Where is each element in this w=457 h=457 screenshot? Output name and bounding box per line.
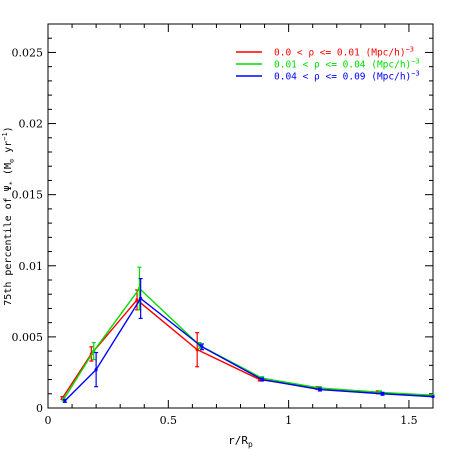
y-axis-label-unit-mid: yr: [3, 141, 14, 159]
data-point: [260, 377, 264, 382]
legend-label: 0.04 < ρ <= 0.09 (Mpc/h)−3: [274, 70, 420, 83]
y-axis-label-sub: *: [8, 181, 16, 185]
legend-label: 0.01 < ρ <= 0.04 (Mpc/h)−3: [274, 58, 420, 71]
data-point: [139, 296, 143, 301]
y-tick-label: 0.025: [12, 46, 44, 59]
series-line: [63, 287, 434, 400]
y-tick-label: 0.005: [12, 331, 44, 344]
data-point: [318, 387, 322, 392]
data-point: [380, 392, 385, 396]
y-axis-label-unit: (M: [3, 163, 14, 181]
x-tick-label: 1: [285, 414, 292, 427]
series-1: [60, 289, 435, 401]
x-tick-label: 1.5: [400, 414, 418, 427]
legend-label: 0.0 < ρ <= 0.01 (Mpc/h)−3: [274, 46, 414, 59]
x-tick-label: 0.5: [160, 414, 178, 427]
data-point: [135, 298, 139, 302]
legend-entry-2: 0.01 < ρ <= 0.04 (Mpc/h)−3: [236, 58, 420, 71]
legend-label-text: 0.04 < ρ <= 0.09 (Mpc/h): [274, 72, 411, 83]
y-axis-label-text: 75th percentile of Ψ: [3, 185, 14, 305]
x-axis-label: r/Rp: [228, 434, 253, 449]
data-point: [92, 349, 96, 353]
y-axis-label-unit-close: ): [3, 126, 14, 132]
data-point: [200, 345, 204, 349]
legend-label-sup: −3: [411, 70, 419, 78]
y-tick-label: 0.015: [12, 189, 44, 202]
series-3: [62, 277, 435, 403]
legend-label-sup: −3: [406, 46, 414, 54]
y-axis-label-unit-sup: −1: [1, 132, 9, 140]
x-axis-label-text: r/R: [228, 434, 248, 447]
legend-entry-1: 0.0 < ρ <= 0.01 (Mpc/h)−3: [236, 46, 414, 59]
data-point: [431, 395, 435, 399]
legend-label-text: 0.0 < ρ <= 0.01 (Mpc/h): [274, 48, 406, 59]
data-point: [195, 348, 199, 352]
y-tick-label: 0.02: [19, 118, 44, 131]
y-tick-label: 0: [36, 402, 43, 415]
series-line: [61, 298, 434, 399]
legend-label-sup: −3: [411, 58, 419, 66]
legend-entry-3: 0.04 < ρ <= 0.09 (Mpc/h)−3: [236, 70, 420, 83]
legend-label-text: 0.01 < ρ <= 0.04 (Mpc/h): [274, 60, 411, 71]
x-tick-label: 0: [45, 414, 52, 427]
series-line: [64, 297, 434, 402]
data-point: [94, 368, 98, 372]
y-axis-label: 75th percentile of Ψ* (M⊙ yr−1): [1, 126, 16, 305]
y-tick-label: 0.01: [19, 260, 44, 273]
data-point: [63, 399, 67, 403]
y-axis-label-unit-sub: ⊙: [8, 159, 16, 163]
x-axis-label-sub: p: [248, 440, 253, 449]
